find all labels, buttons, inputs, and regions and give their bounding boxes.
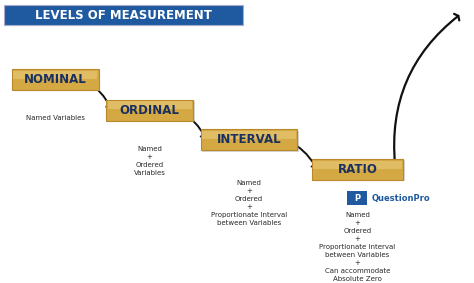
FancyBboxPatch shape: [108, 101, 191, 110]
FancyBboxPatch shape: [313, 160, 402, 169]
FancyBboxPatch shape: [13, 70, 100, 91]
Text: NOMINAL: NOMINAL: [24, 73, 86, 86]
Text: P: P: [354, 194, 360, 203]
Text: Named
+
Ordered
Variables: Named + Ordered Variables: [134, 146, 165, 176]
FancyBboxPatch shape: [106, 100, 193, 121]
FancyBboxPatch shape: [11, 69, 99, 90]
FancyBboxPatch shape: [13, 71, 97, 79]
FancyBboxPatch shape: [347, 191, 367, 205]
Text: ORDINAL: ORDINAL: [119, 104, 180, 117]
Text: Named
+
Ordered
+
Proportionate Interval
between Variables: Named + Ordered + Proportionate Interval…: [210, 179, 287, 226]
Text: RATIO: RATIO: [337, 163, 377, 176]
FancyBboxPatch shape: [201, 129, 297, 150]
Text: Named
+
Ordered
+
Proportionate Interval
between Variables
+
Can accommodate
Abs: Named + Ordered + Proportionate Interval…: [319, 212, 396, 282]
FancyBboxPatch shape: [202, 131, 296, 139]
FancyBboxPatch shape: [4, 5, 243, 25]
FancyBboxPatch shape: [202, 131, 299, 152]
FancyBboxPatch shape: [108, 101, 195, 122]
Text: Named Variables: Named Variables: [26, 115, 84, 121]
Text: INTERVAL: INTERVAL: [217, 133, 281, 146]
Text: LEVELS OF MEASUREMENT: LEVELS OF MEASUREMENT: [35, 9, 212, 22]
Text: QuestionPro: QuestionPro: [372, 194, 430, 203]
FancyBboxPatch shape: [312, 159, 403, 180]
FancyBboxPatch shape: [314, 160, 405, 181]
